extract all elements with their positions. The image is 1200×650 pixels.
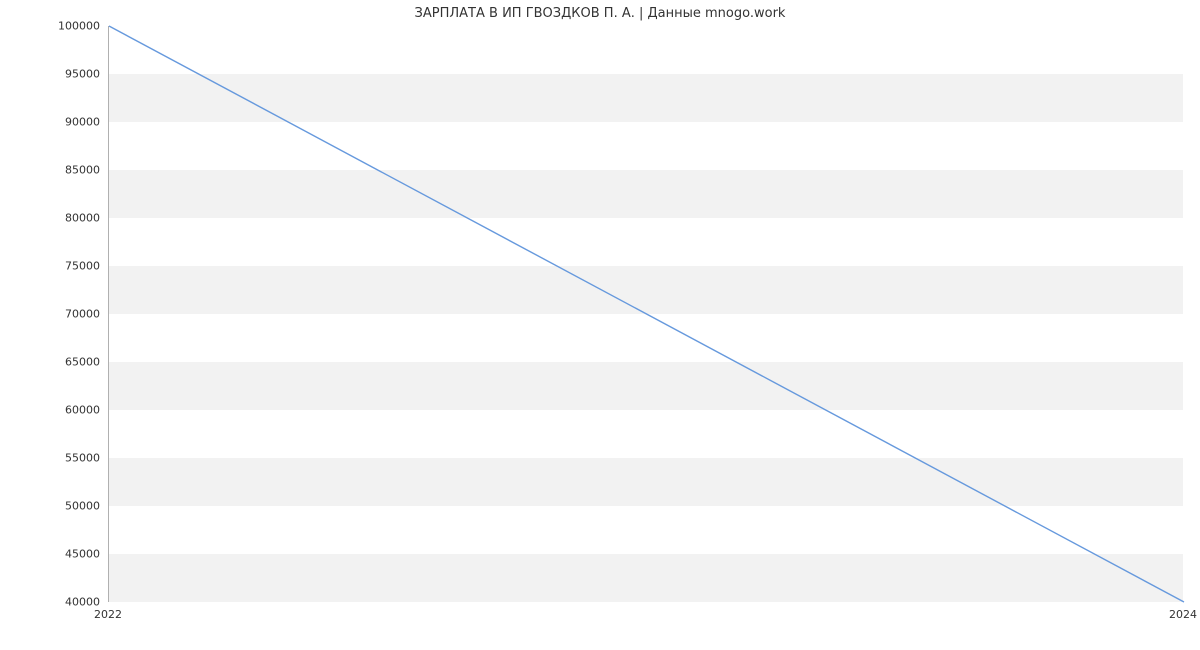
y-tick-label: 45000 (50, 548, 100, 561)
y-tick-label: 70000 (50, 308, 100, 321)
y-tick-label: 65000 (50, 356, 100, 369)
x-tick-label: 2024 (1169, 608, 1197, 621)
y-tick-label: 100000 (50, 20, 100, 33)
y-tick-label: 85000 (50, 164, 100, 177)
series-line (109, 26, 1184, 602)
chart-svg (109, 26, 1184, 602)
y-tick-label: 55000 (50, 452, 100, 465)
y-tick-label: 90000 (50, 116, 100, 129)
y-tick-label: 40000 (50, 596, 100, 609)
y-tick-label: 80000 (50, 212, 100, 225)
y-tick-label: 60000 (50, 404, 100, 417)
x-tick-label: 2022 (94, 608, 122, 621)
y-tick-label: 50000 (50, 500, 100, 513)
chart-title: ЗАРПЛАТА В ИП ГВОЗДКОВ П. А. | Данные mn… (0, 6, 1200, 21)
plot-area (108, 26, 1183, 602)
y-tick-label: 95000 (50, 68, 100, 81)
y-tick-label: 75000 (50, 260, 100, 273)
salary-line-chart: ЗАРПЛАТА В ИП ГВОЗДКОВ П. А. | Данные mn… (0, 0, 1200, 650)
